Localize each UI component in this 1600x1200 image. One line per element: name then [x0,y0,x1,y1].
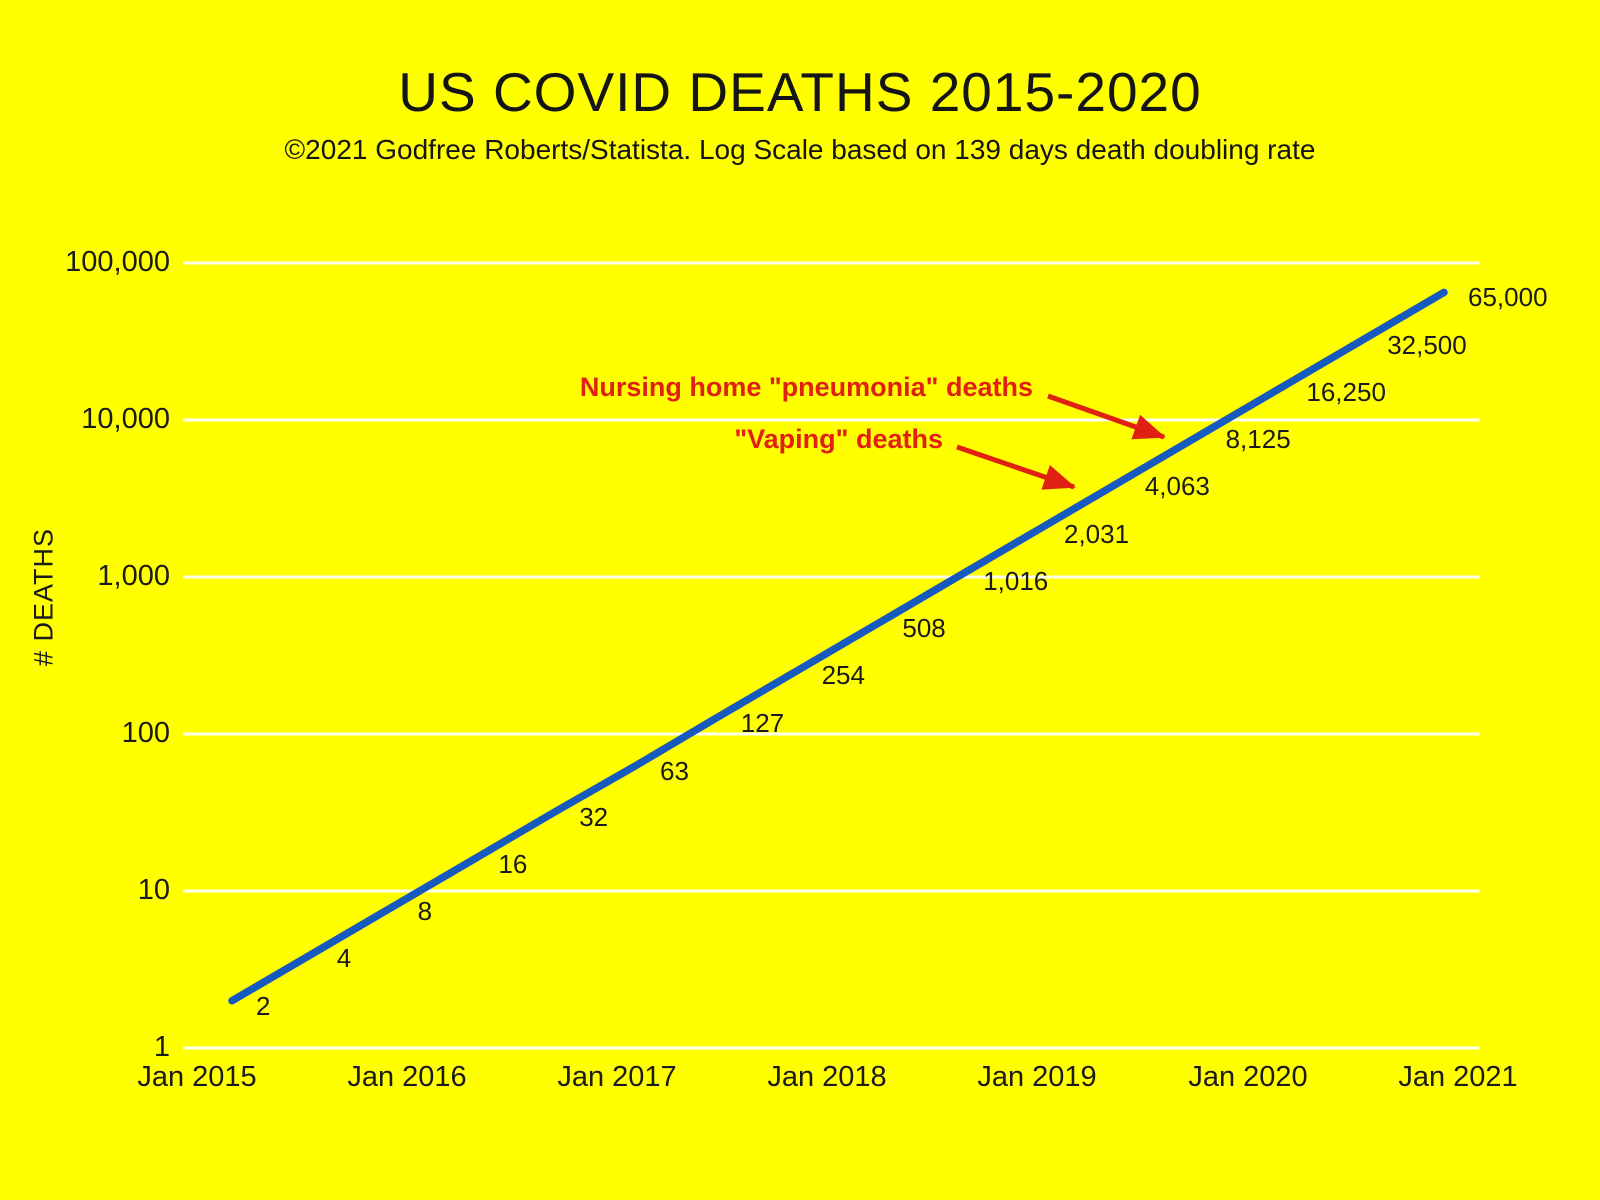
y-tick-label: 1 [153,1031,170,1063]
data-point-label: 2 [256,990,271,1021]
chart-title: US COVID DEATHS 2015-2020 [398,61,1202,123]
data-point-label: 4,063 [1144,471,1210,502]
y-tick-label: 100,000 [65,246,170,278]
data-point-label: 65,000 [1468,282,1548,313]
data-point-label: 8 [417,896,433,927]
data-point-label: 508 [902,613,946,644]
data-point-label: 127 [740,707,785,738]
data-point-label: 2,031 [1064,518,1130,549]
data-point-label: 254 [821,660,865,691]
chart-subtitle: ©2021 Godfree Roberts/Statista. Log Scal… [284,134,1316,165]
data-point-label: 63 [660,755,689,786]
data-point-label: 32,500 [1387,329,1467,360]
annotation-text: "Vaping" deaths [734,424,943,454]
y-tick-label: 10,000 [81,403,170,435]
x-tick-label: Jan 2018 [767,1061,887,1093]
x-tick-label: Jan 2016 [347,1061,467,1093]
data-point-label: 32 [579,801,609,832]
x-tick-label: Jan 2019 [977,1061,1097,1093]
deaths-line-series [228,288,1448,1005]
data-point-label: 8,125 [1225,424,1291,455]
x-tick-label: Jan 2015 [137,1061,257,1093]
x-tick-label: Jan 2020 [1188,1061,1308,1093]
x-tick-label: Jan 2021 [1398,1061,1518,1093]
annotation-text: Nursing home "pneumonia" deaths [579,372,1033,402]
annotation-arrow [1047,393,1166,440]
x-tick-label: Jan 2017 [557,1061,677,1093]
data-point-label: 16 [498,848,528,879]
y-tick-label: 100 [121,717,170,749]
y-tick-label: 10 [137,874,170,906]
y-axis-title: # DEATHS [28,527,59,667]
y-tick-label: 1,000 [97,560,170,592]
annotation-arrow [956,444,1076,490]
data-point-label: 4 [336,943,352,974]
data-point-label: 1,016 [983,565,1049,596]
data-point-label: 16,250 [1306,376,1386,407]
